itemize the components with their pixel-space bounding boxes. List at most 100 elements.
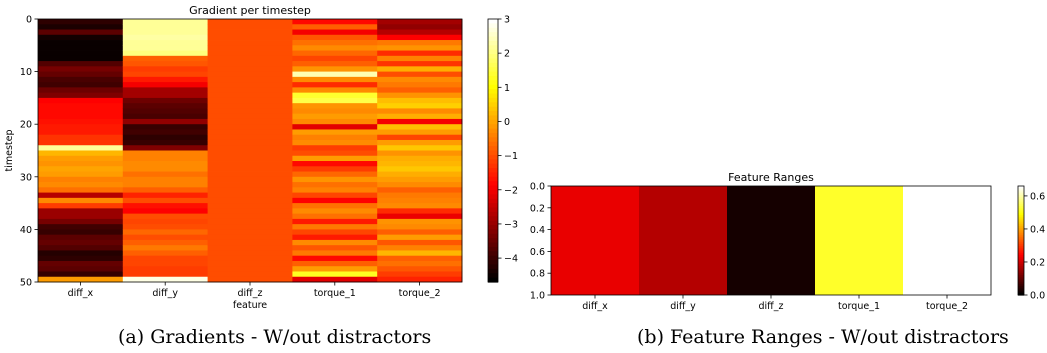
y-tick-label: 0 (26, 15, 32, 26)
heatmap-cell (292, 250, 378, 257)
heatmap-cell (292, 176, 378, 183)
heatmap-cell (292, 34, 378, 41)
heatmap-cell (38, 218, 124, 225)
colorbar-gradient-step (1018, 278, 1024, 282)
heatmap-cell (727, 186, 816, 295)
heatmap-cell (207, 40, 293, 46)
heatmap-cell (207, 229, 293, 236)
heatmap-cell (207, 145, 293, 151)
heatmap-cell (122, 45, 208, 51)
heatmap-cell (292, 113, 378, 120)
heatmap-cell (207, 113, 293, 120)
colorbar-gradient-step (1018, 227, 1024, 231)
colorbar-gradient-step (488, 216, 498, 222)
heatmap-cell (377, 171, 463, 178)
colorbar-gradient-step (1018, 207, 1024, 211)
colorbar-gradient-step (488, 181, 498, 187)
heatmap-cell (377, 271, 463, 278)
heatmap-cell (377, 134, 463, 141)
heatmap-cell (38, 34, 124, 41)
heatmap-cell (207, 208, 293, 215)
heatmap-cell (122, 61, 208, 67)
heatmap-cell (207, 176, 293, 183)
heatmap-cell (207, 239, 293, 246)
heatmap-cell (207, 50, 293, 57)
heatmap-cell (639, 186, 728, 295)
heatmap-cell (122, 224, 208, 230)
colorbar-gradient-step (1018, 265, 1024, 269)
heatmap-cell (207, 161, 293, 167)
colorbar-gradient-step (1018, 205, 1024, 209)
heatmap-cell (207, 245, 293, 251)
heatmap-cell (207, 276, 293, 283)
colorbar-gradient-step (1018, 186, 1024, 189)
heatmap-cell (292, 87, 378, 94)
heatmap-cell (122, 266, 208, 272)
heatmap-cell (38, 176, 124, 183)
heatmap-cell (377, 34, 463, 41)
heatmap-cell (38, 76, 124, 83)
heatmap-cell (38, 45, 124, 51)
heatmap-cell (207, 224, 293, 230)
y-axis-label: timestep (4, 129, 15, 171)
heatmap-cell (292, 192, 378, 199)
heatmap-cell (122, 218, 208, 225)
x-tick-label: torque_2 (926, 301, 968, 312)
colorbar-gradient-step (488, 27, 498, 33)
gradient-heatmap-panel: Gradient per timestep diff_x diff_y diff_z t… (4, 4, 463, 311)
heatmap-cell (207, 103, 293, 109)
colorbar-gradient-step (488, 233, 498, 239)
colorbar-gradient-step (488, 36, 498, 42)
colorbar-gradient-step (1018, 249, 1024, 252)
colorbar-gradient-step (1018, 282, 1024, 285)
colorbar-gradient-step (1018, 240, 1024, 243)
heatmap-cell (377, 108, 463, 115)
heatmap-cell (292, 76, 378, 83)
heatmap-cell (38, 150, 124, 157)
colorbar-gradient-step (488, 40, 498, 46)
heatmap-cell (207, 197, 293, 204)
heatmap-cell (122, 155, 208, 162)
heatmap-cell (292, 213, 378, 220)
heatmap-cell (377, 145, 463, 151)
y-tick-label: 30 (20, 172, 32, 183)
heatmap-cell (377, 124, 463, 130)
colorbar-gradient-step (488, 238, 498, 244)
heatmap-cell (207, 24, 293, 30)
x-tick-label: torque_2 (399, 288, 441, 299)
heatmap-cell (292, 50, 378, 57)
colorbar-gradient-step (1018, 273, 1024, 276)
heatmap-cell (292, 124, 378, 130)
heatmap-cell (122, 187, 208, 193)
y-tick-label: 0.4 (530, 225, 545, 236)
colorbar-gradient-step (488, 268, 498, 274)
heatmap-cell (292, 19, 378, 25)
colorbar-gradient-step (1018, 202, 1024, 205)
colorbar-gradient-step (1018, 195, 1024, 198)
colorbar-gradient-step (488, 102, 498, 108)
colorbar-gradient-step (1018, 222, 1024, 225)
heatmap-cell (122, 161, 208, 167)
heatmap-cell (207, 82, 293, 88)
colorbar-gradient-step (1018, 213, 1024, 216)
heatmap-cell (122, 171, 208, 178)
heatmap-cell (292, 24, 378, 30)
heatmap-cell (38, 92, 124, 99)
heatmap-cell (207, 71, 293, 78)
heatmap-cell (122, 234, 208, 241)
colorbar-gradient-step (488, 71, 498, 77)
colorbar-gradient-step (488, 137, 498, 143)
colorbar-gradient-step (1018, 289, 1024, 292)
heatmap-cell (207, 108, 293, 115)
heatmap-cell (38, 182, 124, 188)
colorbar-gradient-step (1018, 198, 1024, 202)
heatmap-cell (207, 87, 293, 94)
colorbar-gradient-step (1018, 285, 1024, 289)
heatmap-cell (122, 87, 208, 94)
heatmap-cell (292, 234, 378, 241)
colorbar-gradient-step (1018, 231, 1024, 234)
colorbar-gradient-step (488, 154, 498, 160)
heatmap-cell (122, 197, 208, 204)
x-tick-label: torque_1 (314, 288, 356, 299)
heatmap-cell (377, 260, 463, 267)
